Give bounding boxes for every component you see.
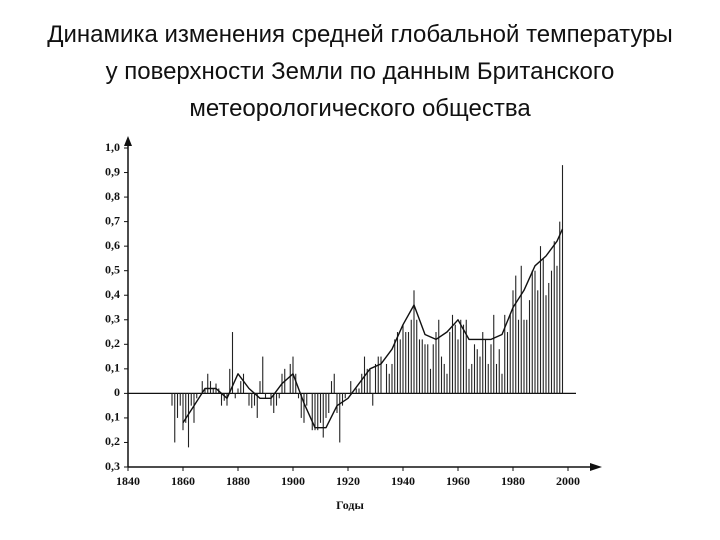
x-tick-label: 1960 <box>446 474 470 488</box>
x-tick-label: 1940 <box>391 474 415 488</box>
y-tick-label: 0,2 <box>105 434 120 448</box>
y-tick-label: 0,1 <box>105 361 120 375</box>
y-tick-label: 0,3 <box>105 459 120 473</box>
smoothed-line <box>182 228 564 429</box>
y-tick-label: 0,5 <box>105 262 120 276</box>
y-axis-arrow <box>124 136 132 146</box>
x-tick-label: 1900 <box>281 474 305 488</box>
y-tick-label: 0,2 <box>105 336 120 350</box>
y-tick-label: 1,0 <box>105 140 120 154</box>
y-tick-label: 0,6 <box>105 238 120 252</box>
x-tick-label: 1920 <box>336 474 360 488</box>
x-tick-label: 1880 <box>226 474 250 488</box>
y-tick-label: 0,1 <box>105 410 120 424</box>
y-tick-label: 0,4 <box>105 287 120 301</box>
y-tick-label: 0,8 <box>105 189 120 203</box>
x-tick-label: 2000 <box>556 474 580 488</box>
y-tick-label: 0,9 <box>105 164 120 178</box>
y-tick-label: 0 <box>114 385 120 399</box>
x-axis-arrow <box>590 463 602 471</box>
y-tick-label: 0,7 <box>105 213 120 227</box>
x-tick-label: 1860 <box>171 474 195 488</box>
x-tick-label: 1840 <box>116 474 140 488</box>
x-axis-label: Годы <box>336 498 364 512</box>
y-tick-label: 0,3 <box>105 312 120 326</box>
x-tick-label: 1980 <box>501 474 525 488</box>
chart-title: Динамика изменения средней глобальной те… <box>47 21 673 122</box>
